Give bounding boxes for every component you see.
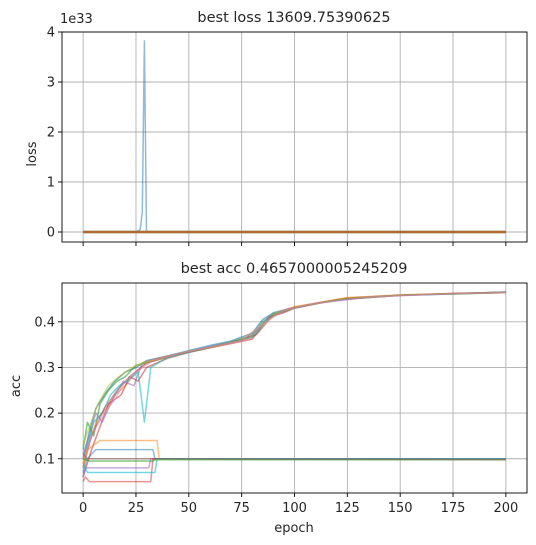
y-tick-label: 1: [47, 176, 55, 191]
x-tick-label: 100: [282, 501, 307, 516]
loss-plot-frame: [61, 31, 528, 243]
acc-series-line-15: [82, 453, 506, 461]
acc-series-line-8: [82, 291, 506, 460]
y-tick-label: 4: [47, 26, 55, 41]
acc-x-axis-label: epoch: [274, 521, 314, 536]
loss-chart-title: best loss 13609.75390625: [197, 10, 390, 26]
x-tick-label: 25: [128, 501, 145, 516]
acc-chart: best acc 0.4657000005245209 acc epoch 0 2…: [9, 261, 528, 536]
acc-y-axis-label: acc: [9, 375, 24, 397]
y-tick-label: 0.2: [34, 407, 55, 422]
y-tick-label: 0.4: [34, 315, 55, 330]
x-tick-label: 75: [233, 501, 250, 516]
x-tick-label: 125: [335, 501, 360, 516]
loss-ticks: 0 1 2 3 4: [47, 26, 507, 246]
acc-ticks: 0 25 50 75 100 125 150 175 200 0.1 0.2 0.3 0.4: [34, 315, 518, 516]
y-tick-label: 2: [47, 126, 55, 141]
acc-plot-frame: [61, 282, 528, 494]
loss-series-group: [83, 40, 506, 234]
x-tick-label: 50: [181, 501, 198, 516]
loss-chart: best loss 13609.75390625 1e33 loss 0 1 2 3 4: [25, 10, 528, 246]
x-tick-label: 0: [79, 501, 87, 516]
x-tick-label: 150: [388, 501, 413, 516]
y-tick-label: 0: [47, 226, 55, 241]
loss-offset-text: 1e33: [60, 12, 93, 27]
acc-series-group: [82, 291, 506, 483]
y-tick-label: 0.1: [34, 452, 55, 467]
acc-chart-title: best acc 0.4657000005245209: [181, 261, 408, 277]
x-tick-label: 175: [441, 501, 466, 516]
loss-y-axis-label: loss: [25, 141, 40, 166]
x-tick-label: 200: [493, 501, 518, 516]
y-tick-label: 3: [47, 76, 55, 91]
y-tick-label: 0.3: [34, 361, 55, 376]
